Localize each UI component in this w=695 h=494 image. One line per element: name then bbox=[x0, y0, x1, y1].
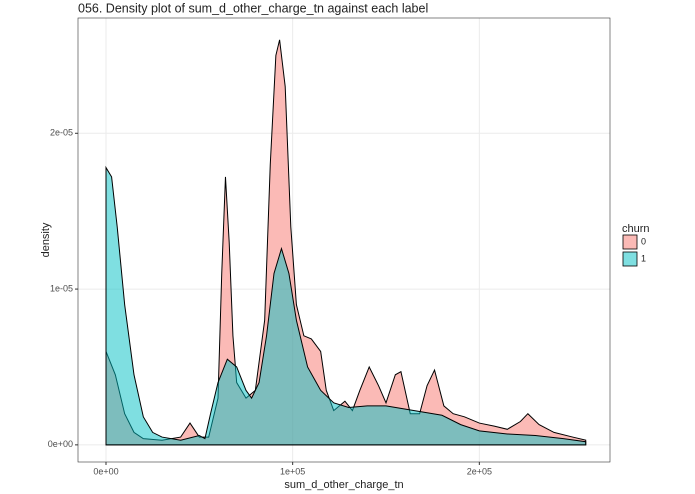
legend-title: churn bbox=[622, 223, 650, 235]
legend-key bbox=[622, 234, 638, 250]
x-tick-label: 2e+05 bbox=[467, 466, 492, 476]
panel bbox=[78, 18, 610, 462]
chart-title: 056. Density plot of sum_d_other_charge_… bbox=[78, 1, 428, 15]
legend-label: 1 bbox=[641, 253, 646, 263]
x-tick-label: 1e+05 bbox=[280, 466, 305, 476]
x-axis-title: sum_d_other_charge_tn bbox=[284, 479, 403, 491]
legend-label: 0 bbox=[641, 236, 646, 246]
y-tick-label: 1e-05 bbox=[50, 283, 73, 293]
panel-border bbox=[77, 17, 611, 463]
y-tick-label: 2e-05 bbox=[50, 128, 73, 138]
legend-key bbox=[622, 251, 638, 267]
x-tick-label: 0e+00 bbox=[93, 466, 118, 476]
y-tick-label: 0e+00 bbox=[48, 439, 73, 449]
y-axis-title: density bbox=[40, 222, 52, 257]
density-area bbox=[105, 165, 587, 446]
